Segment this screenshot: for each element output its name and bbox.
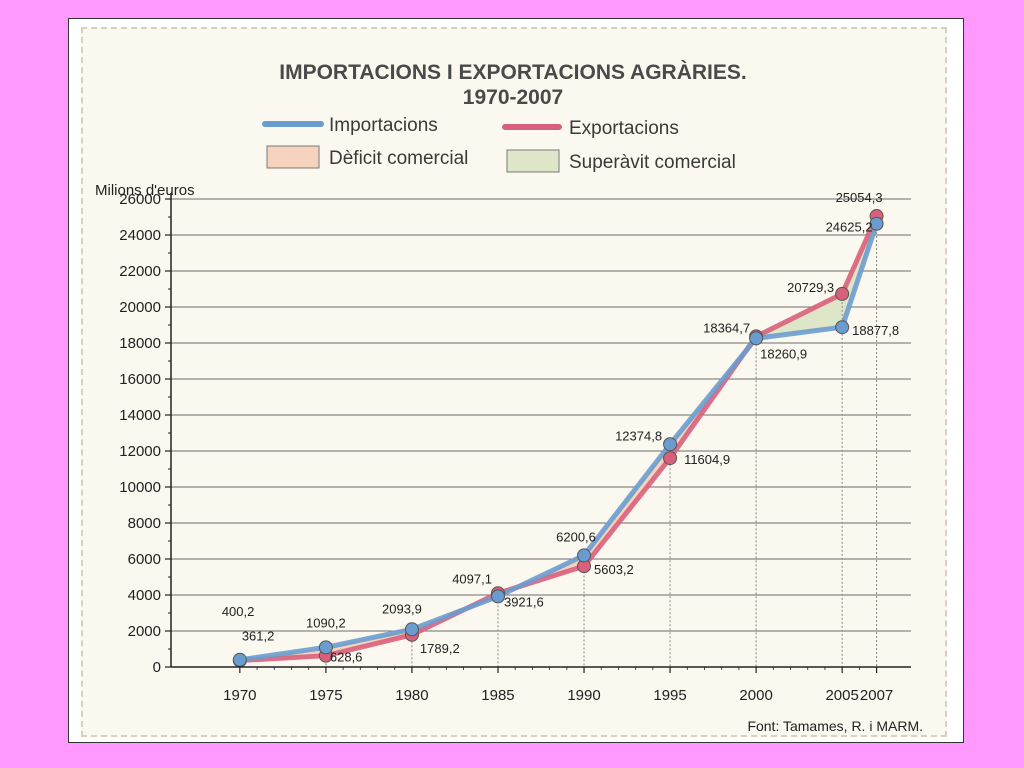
data-label-importacions-1970: 400,2 xyxy=(222,604,255,619)
legend-swatch-superavit xyxy=(506,149,560,173)
y-tick-label-20000: 20000 xyxy=(119,299,161,316)
data-label-importacions-2007: 24625,2 xyxy=(826,220,873,235)
y-tick-label-10000: 10000 xyxy=(119,479,161,496)
legend-label-importacions: Importacions xyxy=(329,115,438,136)
data-label-importacions-1985: 3921,6 xyxy=(504,594,544,609)
series-line-exportacions xyxy=(237,213,880,663)
legend-swatch-deficit xyxy=(266,145,320,169)
point-importacions-1975 xyxy=(318,640,333,655)
chart-figure: IMPORTACIONS I EXPORTACIONS AGRÀRIES. 19… xyxy=(81,27,947,737)
data-label-importacions-1975: 1090,2 xyxy=(306,615,346,630)
point-importacions-2005 xyxy=(835,320,850,335)
chart-title: IMPORTACIONS I EXPORTACIONS AGRÀRIES. xyxy=(279,61,746,84)
axes-layer: 0 2000 4000 6000 8000 10000 12000 14000 16000 180… xyxy=(119,191,911,704)
x-tick-label-2000: 2000 xyxy=(739,687,772,704)
y-tick-label-18000: 18000 xyxy=(119,335,161,352)
y-tick-label-22000: 22000 xyxy=(119,263,161,280)
legend-label-exportacions: Exportacions xyxy=(569,118,679,139)
data-label-importacions-1990: 6200,6 xyxy=(556,529,596,544)
x-tick-label-1970: 1970 xyxy=(223,687,256,704)
y-tick-label-12000: 12000 xyxy=(119,443,161,460)
y-tick-label-4000: 4000 xyxy=(128,587,161,604)
x-tick-label-2005: 2005 xyxy=(825,687,858,704)
y-tick-label-26000: 26000 xyxy=(119,191,161,208)
y-tick-label-2000: 2000 xyxy=(128,623,161,640)
points-layer xyxy=(232,209,884,668)
data-label-importacions-2005: 18877,8 xyxy=(852,323,899,338)
data-label-exportacions-2007: 25054,3 xyxy=(836,190,883,205)
point-importacions-1995 xyxy=(663,437,678,452)
y-tick-label-6000: 6000 xyxy=(128,551,161,568)
grid-layer xyxy=(171,198,911,668)
x-tick-label-1990: 1990 xyxy=(567,687,600,704)
x-tick-label-1995: 1995 xyxy=(653,687,686,704)
point-importacions-1980 xyxy=(404,622,419,637)
x-tick-label-2007: 2007 xyxy=(860,687,893,704)
data-label-exportacions-1980: 1789,2 xyxy=(420,641,460,656)
x-tick-label-1975: 1975 xyxy=(309,687,342,704)
series-line-importacions xyxy=(237,221,880,663)
legend-label-deficit: Dèficit comercial xyxy=(329,148,468,169)
y-axis-title: Milions d'euros xyxy=(95,182,195,199)
y-tick-label-14000: 14000 xyxy=(119,407,161,424)
point-importacions-1970 xyxy=(232,652,247,667)
data-label-exportacions-1970: 361,2 xyxy=(242,628,275,643)
point-importacions-2007 xyxy=(869,216,884,231)
point-exportacions-1995 xyxy=(663,451,678,466)
chart-svg: IMPORTACIONS I EXPORTACIONS AGRÀRIES. 19… xyxy=(95,61,923,734)
data-label-exportacions-2000: 18364,7 xyxy=(703,320,750,335)
slide-frame: IMPORTACIONS I EXPORTACIONS AGRÀRIES. 19… xyxy=(68,18,964,743)
series-lines-layer xyxy=(237,213,880,663)
point-importacions-2000 xyxy=(749,331,764,346)
data-label-exportacions-2005: 20729,3 xyxy=(787,280,834,295)
data-label-exportacions-1975: 628,6 xyxy=(330,650,363,665)
legend-label-superavit: Superàvit comercial xyxy=(569,152,736,173)
area-layer xyxy=(239,216,877,661)
data-label-exportacions-1990: 5603,2 xyxy=(594,562,634,577)
chart-subtitle: 1970-2007 xyxy=(463,86,563,109)
data-label-exportacions-1985: 4097,1 xyxy=(452,571,492,586)
data-label-importacions-1995: 12374,8 xyxy=(615,428,662,443)
y-tick-label-8000: 8000 xyxy=(128,515,161,532)
drop-lines-layer xyxy=(239,216,878,667)
data-label-importacions-1980: 2093,9 xyxy=(382,601,422,616)
source-note: Font: Tamames, R. i MARM. xyxy=(747,718,923,734)
point-exportacions-2005 xyxy=(835,286,850,301)
y-tick-label-24000: 24000 xyxy=(119,227,161,244)
data-labels-layer: 400,2 1090,2 2093,9 3921,6 6200,6 12374,8 1826… xyxy=(222,190,899,665)
point-importacions-1990 xyxy=(577,548,592,563)
x-tick-label-1980: 1980 xyxy=(395,687,428,704)
data-label-importacions-2000: 18260,9 xyxy=(760,346,807,361)
y-tick-label-16000: 16000 xyxy=(119,371,161,388)
data-label-exportacions-1995: 11604,9 xyxy=(684,452,730,467)
point-importacions-1985 xyxy=(490,589,505,604)
y-tick-label-0: 0 xyxy=(153,659,161,676)
x-tick-label-1985: 1985 xyxy=(481,687,514,704)
legend: Importacions Exportacions Dèficit comerc… xyxy=(262,115,736,173)
